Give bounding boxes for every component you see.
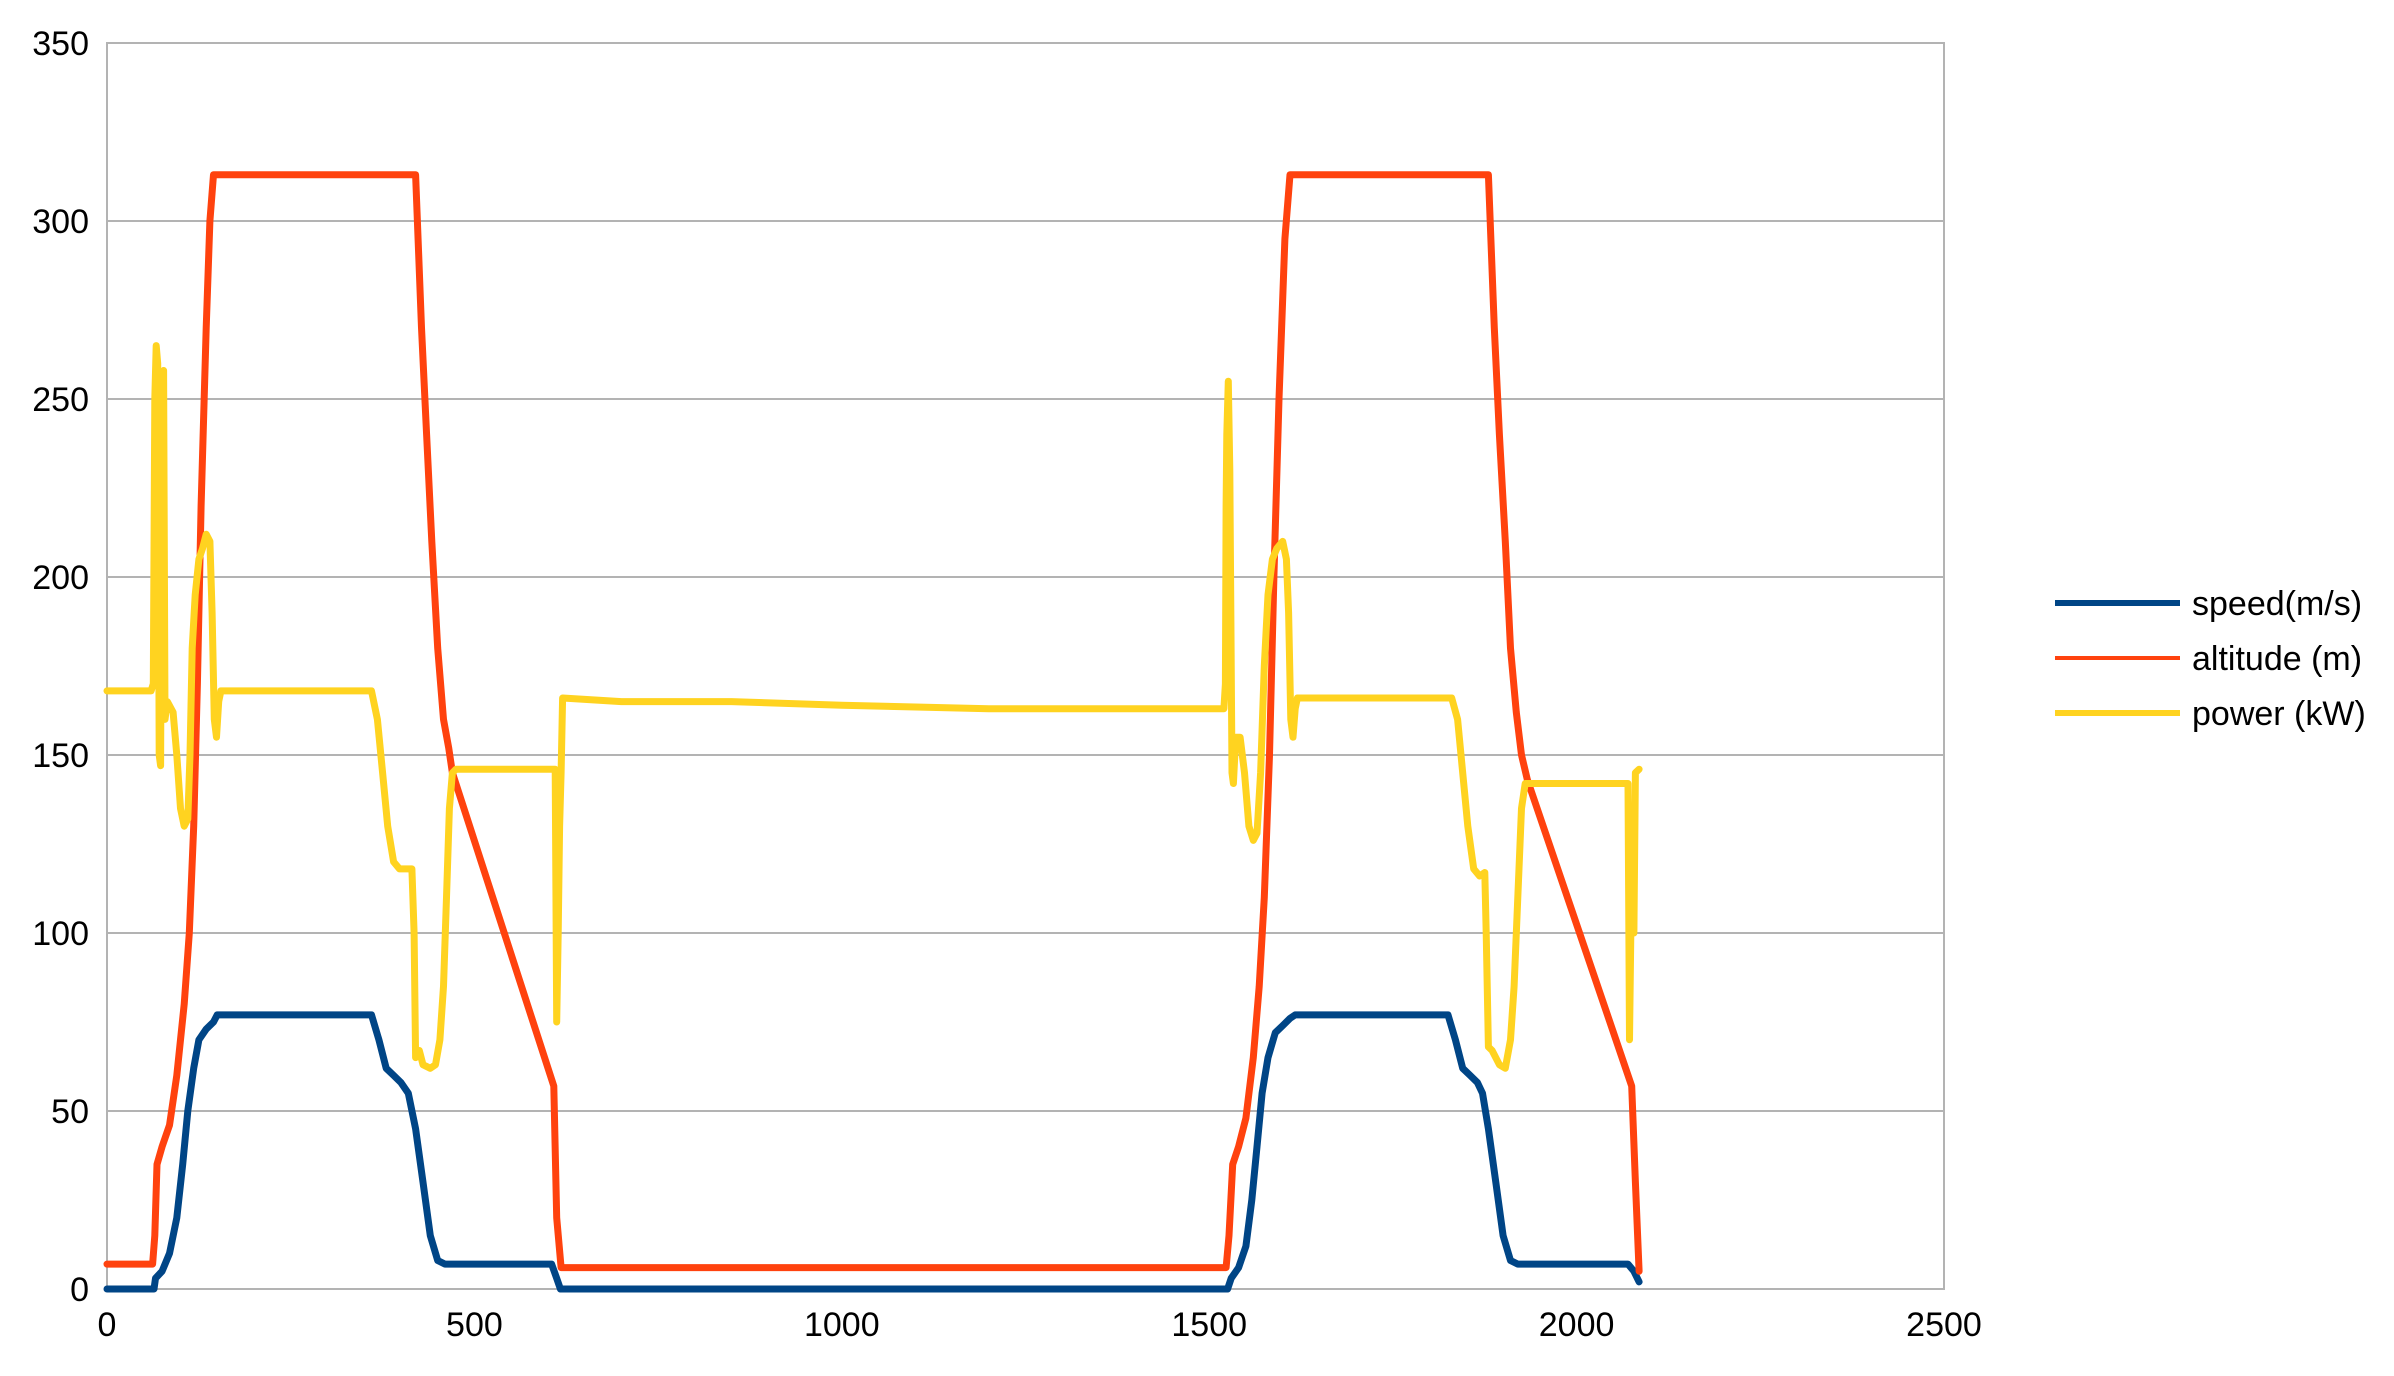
y-tick-label: 200 xyxy=(32,559,89,597)
y-tick-label: 50 xyxy=(51,1093,89,1131)
y-tick-label: 250 xyxy=(32,381,89,419)
series-lines xyxy=(103,171,1643,1293)
legend-label: speed(m/s) xyxy=(2192,585,2362,623)
plot-frame xyxy=(106,42,1945,1290)
y-tick-label: 100 xyxy=(32,915,89,953)
gridlines xyxy=(107,42,1944,1290)
y-tick-label: 300 xyxy=(32,203,89,241)
legend-label: altitude (m) xyxy=(2192,640,2362,678)
x-tick-label: 0 xyxy=(98,1306,117,1344)
legend-label: power (kW) xyxy=(2192,695,2366,733)
x-tick-label: 1000 xyxy=(804,1306,880,1344)
legend: speed(m/s) altitude (m) power (kW) xyxy=(2055,585,2366,733)
x-tick-label: 2500 xyxy=(1906,1306,1982,1344)
x-tick-label: 1500 xyxy=(1171,1306,1247,1344)
y-tick-label: 0 xyxy=(70,1271,89,1309)
y-tick-label: 350 xyxy=(32,25,89,63)
series-line-2 xyxy=(103,342,1643,1072)
series-line-1 xyxy=(103,171,1643,1275)
x-axis-tick-labels: 0 500 1000 1500 2000 2500 xyxy=(98,1306,1982,1344)
y-axis-tick-labels: 0 50 100 150 200 250 300 350 xyxy=(32,25,89,1309)
x-tick-label: 500 xyxy=(446,1306,503,1344)
series-line-0 xyxy=(103,1011,1643,1293)
y-tick-label: 150 xyxy=(32,737,89,775)
x-tick-label: 2000 xyxy=(1539,1306,1615,1344)
